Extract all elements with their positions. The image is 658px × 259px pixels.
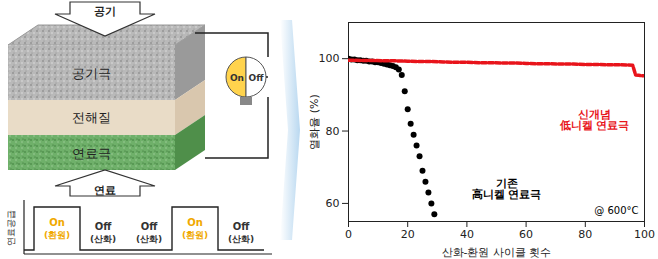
svg-text:전해질: 전해질 <box>72 110 111 125</box>
svg-text:0: 0 <box>345 228 352 241</box>
svg-text:On: On <box>49 217 65 228</box>
svg-text:공기극: 공기극 <box>72 66 111 81</box>
svg-text:60: 60 <box>326 197 340 210</box>
svg-text:Off: Off <box>95 221 113 232</box>
svg-text:100: 100 <box>634 228 655 241</box>
svg-text:(산화): (산화) <box>228 234 254 244</box>
svg-text:공기: 공기 <box>94 5 116 18</box>
svg-text:20: 20 <box>401 228 415 241</box>
svg-text:40: 40 <box>460 228 474 241</box>
svg-text:산화-환원 사이클 횟수: 산화-환원 사이클 횟수 <box>442 246 552 259</box>
svg-text:60: 60 <box>519 228 533 241</box>
svg-text:신개념低니켈 연료극: 신개념低니켈 연료극 <box>559 108 630 132</box>
svg-text:80: 80 <box>578 228 592 241</box>
svg-text:기존高니켈 연료극: 기존高니켈 연료극 <box>472 177 542 201</box>
svg-text:(산화): (산화) <box>90 234 116 244</box>
svg-text:@ 600°C: @ 600°C <box>594 205 638 216</box>
svg-text:열화율 (%): 열화율 (%) <box>308 94 321 150</box>
svg-text:On: On <box>187 217 203 228</box>
svg-text:(산화): (산화) <box>136 234 162 244</box>
svg-text:연료: 연료 <box>94 184 116 197</box>
svg-text:연료공급: 연료공급 <box>6 210 16 246</box>
svg-text:80: 80 <box>326 125 340 138</box>
svg-text:(환원): (환원) <box>44 230 70 240</box>
svg-text:Off: Off <box>249 73 265 83</box>
svg-text:100: 100 <box>319 52 340 65</box>
svg-text:Off: Off <box>141 221 159 232</box>
svg-text:On: On <box>230 73 244 83</box>
svg-text:연료극: 연료극 <box>72 146 111 161</box>
svg-text:(환원): (환원) <box>182 230 208 240</box>
svg-text:Off: Off <box>233 221 251 232</box>
